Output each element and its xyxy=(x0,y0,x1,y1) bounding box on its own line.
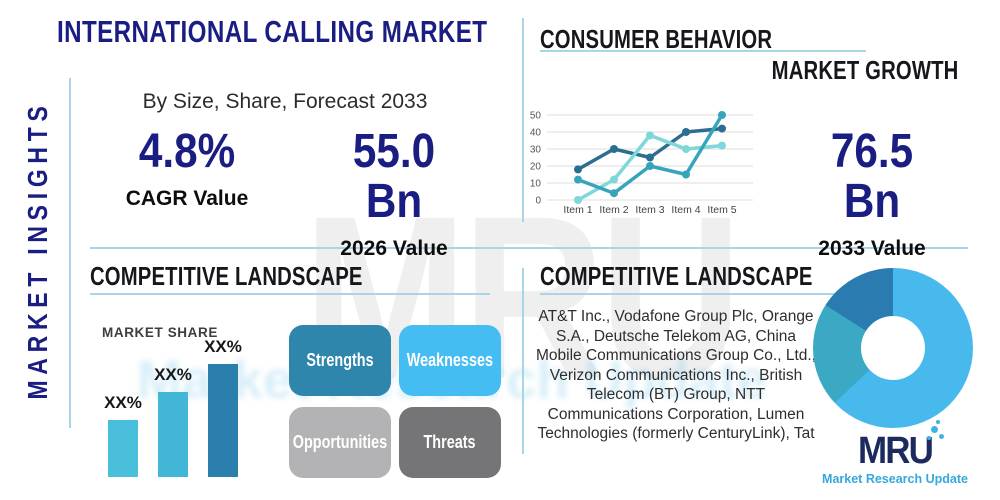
competitive-landscape-right-underline xyxy=(540,293,880,295)
teal-series-point xyxy=(646,162,654,170)
y-axis-tick-label: 40 xyxy=(530,128,542,139)
vertical-divider-top xyxy=(522,18,524,222)
mru-logo-text: MRU xyxy=(857,430,934,472)
x-axis-category-label: Item 5 xyxy=(707,204,736,216)
y-axis-tick-label: 50 xyxy=(530,111,542,122)
teal-series-point xyxy=(718,111,726,119)
donut-hole xyxy=(861,316,925,380)
x-axis-category-label: Item 1 xyxy=(563,204,592,216)
market-share-bar xyxy=(108,420,138,477)
logo-bubble-icon xyxy=(931,426,938,433)
consumer-behavior-underline xyxy=(540,50,866,52)
swot-box-weaknesses: Weaknesses xyxy=(399,325,501,396)
left-rail-divider xyxy=(69,78,71,428)
bar-value-label: XX% xyxy=(104,393,142,412)
vertical-market-insights-label: MARKET INSIGHTS xyxy=(22,100,53,400)
swot-box-threats: Threats xyxy=(399,407,501,478)
y-axis-tick-label: 20 xyxy=(530,162,542,173)
swot-label: Strengths xyxy=(306,350,374,370)
swot-box-opportunities: Opportunities xyxy=(289,407,391,478)
market-share-chart-title: MARKET SHARE xyxy=(102,325,218,340)
teal-series-point xyxy=(574,175,582,184)
bar-value-label: XX% xyxy=(204,337,242,356)
x-axis-category-label: Item 4 xyxy=(671,204,700,216)
market-growth-line-chart: 0 10 20 30 40 50 Item 1 Item 2 Item 3 Item 4 Item … xyxy=(530,111,753,216)
market-share-donut-chart xyxy=(813,268,973,428)
aqua-series-point xyxy=(646,131,654,140)
value-2026: 55.0 Bn xyxy=(352,125,436,228)
x-axis-category-label: Item 2 xyxy=(599,204,628,216)
mru-logo-tagline: Market Research Update xyxy=(822,472,968,486)
y-axis-tick-label: 30 xyxy=(530,145,542,156)
x-axis-category-label: Item 3 xyxy=(635,204,664,216)
swot-label: Weaknesses xyxy=(406,350,494,370)
dark-blue-series-point xyxy=(718,124,726,133)
aqua-series-point xyxy=(682,145,690,153)
cagr-label: CAGR Value xyxy=(125,187,249,210)
horizontal-divider xyxy=(90,247,968,249)
teal-series-point xyxy=(682,170,690,179)
swot-label: Threats xyxy=(423,432,477,452)
aqua-series-point xyxy=(610,175,618,184)
y-axis-tick-label: 0 xyxy=(535,196,541,207)
dark-blue-series-point xyxy=(682,128,690,136)
swot-box-strengths: Strengths xyxy=(289,325,391,396)
bar-value-label: XX% xyxy=(154,365,192,384)
value-2026-stat: 55.0 Bn 2026 Value xyxy=(314,127,474,261)
logo-bubble-icon xyxy=(936,420,940,424)
report-subtitle: By Size, Share, Forecast 2033 xyxy=(142,90,428,113)
cagr-stat: 4.8% CAGR Value xyxy=(107,127,267,211)
page-title-text: INTERNATIONAL CALLING MARKET xyxy=(57,14,488,49)
teal-series-point xyxy=(610,189,618,198)
page-title: INTERNATIONAL CALLING MARKET xyxy=(57,14,609,50)
value-2033-label: 2033 Value xyxy=(818,237,926,260)
aqua-series-point xyxy=(718,141,726,150)
dark-blue-series-point xyxy=(610,145,618,153)
swot-label: Opportunities xyxy=(292,432,388,452)
logo-bubble-icon xyxy=(939,434,944,439)
market-growth-heading: MARKET GROWTH xyxy=(771,55,958,85)
value-2026-label: 2026 Value xyxy=(340,237,448,260)
competitive-landscape-left-underline xyxy=(90,293,490,295)
y-axis-tick-label: 10 xyxy=(530,179,542,190)
value-2033: 76.5 Bn xyxy=(830,125,914,228)
aqua-series-point xyxy=(574,196,582,204)
competitive-landscape-left-heading: COMPETITIVE LANDSCAPE xyxy=(90,261,363,291)
market-share-bar xyxy=(208,364,238,477)
value-2033-stat: 76.5 Bn 2033 Value xyxy=(792,127,952,261)
consumer-behavior-heading: CONSUMER BEHAVIOR xyxy=(540,24,773,54)
key-companies-text: AT&T Inc., Vodafone Group Plc, Orange S.… xyxy=(536,308,816,442)
dark-blue-series-point xyxy=(574,165,582,174)
logo-bubble-icon xyxy=(927,436,931,440)
vertical-divider-bottom xyxy=(522,268,524,454)
mru-logo: MRU xyxy=(835,420,955,473)
cagr-value: 4.8% xyxy=(138,125,236,178)
market-share-bar xyxy=(158,392,188,477)
competitive-landscape-right-heading: COMPETITIVE LANDSCAPE xyxy=(540,261,813,291)
dark-blue-series-point xyxy=(646,153,654,162)
